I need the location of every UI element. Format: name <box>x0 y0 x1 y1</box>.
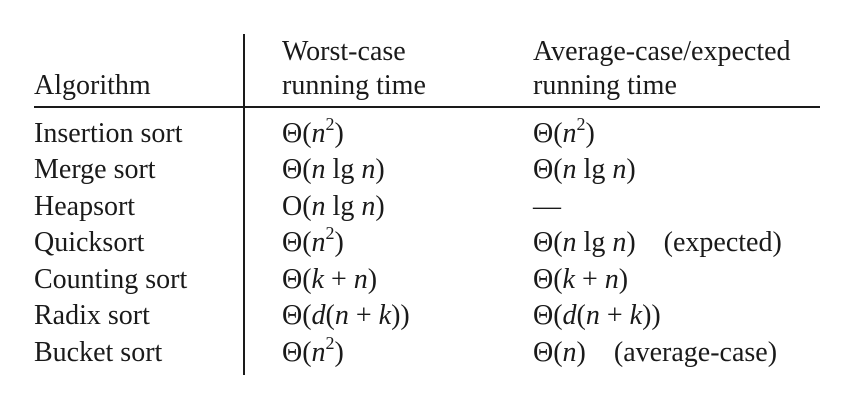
row-average-value: Θ(n lg n) <box>533 154 636 185</box>
row-average-note: (expected) <box>663 227 782 258</box>
row-average-case: Θ(n lg n) (expected) <box>533 226 782 260</box>
row-average-value: Θ(k + n) <box>533 264 629 295</box>
row-algorithm: Insertion sort <box>34 118 183 149</box>
row-average-note: (average-case) <box>613 337 778 368</box>
row-worst-case: Θ(n2) <box>282 333 344 368</box>
header-algorithm: Algorithm <box>34 70 151 101</box>
row-algorithm: Quicksort <box>34 227 145 258</box>
row-average-case: Θ(n lg n) <box>533 153 636 187</box>
row-average-value: — <box>533 191 561 222</box>
row-average-case: Θ(k + n) <box>533 263 628 297</box>
header-average-line1: Average-case/expected <box>533 36 791 67</box>
row-worst-case: Θ(n2) <box>282 223 344 258</box>
row-average-case: Θ(d(n + k)) <box>533 299 661 333</box>
header-worst-line1: Worst-case <box>282 36 406 67</box>
row-worst-case: Θ(d(n + k)) <box>282 300 410 331</box>
row-average-value: Θ(n lg n) <box>533 227 636 258</box>
row-algorithm: Radix sort <box>34 300 150 331</box>
header-average-line2: running time <box>533 70 677 101</box>
row-average-value: Θ(n) <box>533 337 586 368</box>
row-algorithm: Heapsort <box>34 191 136 222</box>
row-average-value: Θ(d(n + k)) <box>533 300 661 331</box>
row-worst-case: Θ(k + n) <box>282 264 378 295</box>
row-algorithm: Merge sort <box>34 154 156 185</box>
row-worst-case: Θ(n lg n) <box>282 154 385 185</box>
row-worst-case: O(n lg n) <box>282 191 385 222</box>
row-average-value: Θ(n2) <box>533 114 595 149</box>
row-worst-case: Θ(n2) <box>282 114 344 149</box>
header-worst-line2: running time <box>282 70 426 101</box>
row-average-case: — <box>533 190 561 224</box>
column-divider <box>243 34 245 375</box>
row-algorithm: Counting sort <box>34 264 188 295</box>
row-average-case: Θ(n) (average-case) <box>533 336 777 370</box>
header-divider <box>34 106 820 108</box>
row-algorithm: Bucket sort <box>34 337 163 368</box>
row-average-case: Θ(n2) <box>533 114 595 151</box>
